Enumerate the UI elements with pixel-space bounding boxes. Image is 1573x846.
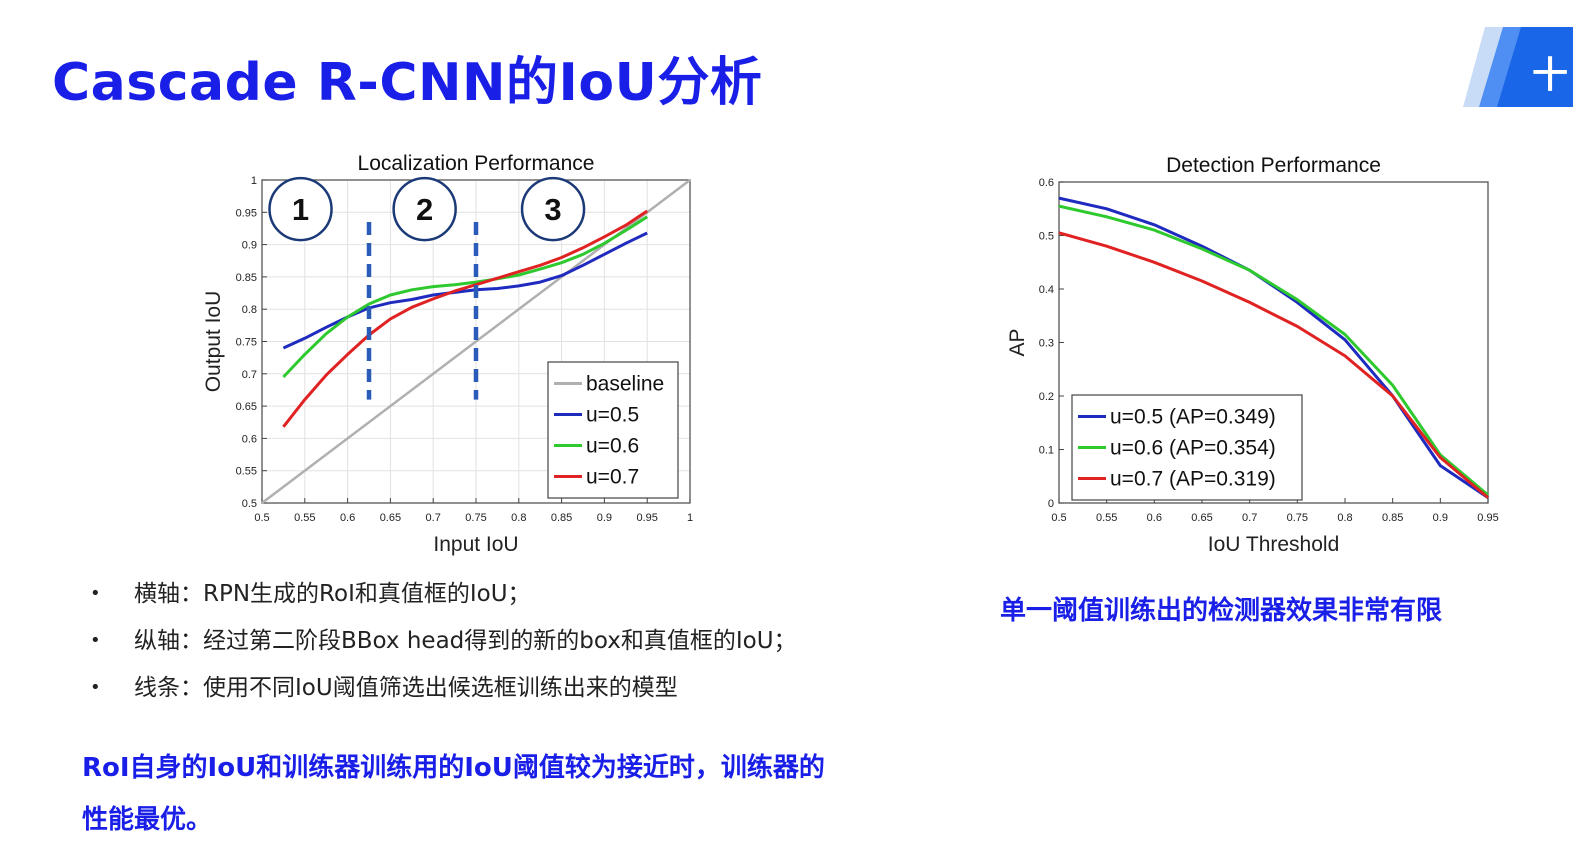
det-chart-title: Detection Performance [1166, 154, 1381, 177]
bullet-item: • 横轴：RPN生成的RoI和真值框的IoU； [90, 575, 797, 622]
det-series-line [1058, 204, 1489, 497]
loc-y-tick-label: 0.9 [242, 240, 257, 252]
loc-chart-title: Localization Performance [358, 152, 595, 175]
loc-x-tick-label: 0.6 [340, 512, 355, 524]
loc-x-tick-label: 0.85 [551, 512, 572, 524]
bullet-item: • 线条：使用不同IoU阈值筛选出候选框训练出来的模型 [90, 669, 797, 716]
loc-y-tick-label: 0.85 [236, 272, 257, 284]
bullet-list: • 横轴：RPN生成的RoI和真值框的IoU； • 纵轴：经过第二阶段BBox he… [90, 575, 797, 716]
det-y-tick-label: 0.6 [1039, 177, 1054, 189]
loc-y-tick-label: 0.75 [236, 337, 257, 349]
det-legend-box [1071, 394, 1303, 501]
det-x-tick-label: 0.5 [1051, 512, 1066, 524]
loc-region-number: 2 [416, 192, 433, 227]
logo-glyph: 十 [1532, 55, 1569, 96]
corner-logo [1463, 27, 1573, 107]
loc-series-line [282, 215, 649, 379]
det-legend-label: u=0.5 (AP=0.349) [1110, 406, 1276, 429]
loc-x-tick-label: 0.8 [511, 512, 526, 524]
detection-chart: 0.5 0.55 0.6 0.65 0.7 0.75 0.8 0.85 0.9 0.95 0 0.1 0… [1006, 154, 1499, 556]
det-y-tick-label: 0 [1048, 498, 1054, 510]
loc-x-tick-label: 0.75 [465, 512, 486, 524]
loc-x-tick-label: 0.9 [597, 512, 612, 524]
bullet-dot: • [90, 583, 101, 604]
bullet-item: • 纵轴：经过第二阶段BBox head得到的新的box和真值框的IoU； [90, 622, 797, 669]
det-y-tick-label: 0.5 [1039, 231, 1054, 243]
loc-y-tick-label: 0.8 [242, 304, 257, 316]
loc-legend-label: baseline [586, 373, 664, 396]
loc-y-tick-label: 0.6 [242, 433, 257, 445]
det-y-tick-label: 0.3 [1039, 338, 1054, 350]
loc-legend-label: u=0.6 [586, 435, 639, 458]
loc-x-tick-label: 0.65 [380, 512, 401, 524]
loc-x-tick-label: 1 [687, 512, 693, 524]
det-legend-label: u=0.7 (AP=0.319) [1110, 468, 1276, 491]
loc-region-circle [392, 176, 457, 242]
loc-x-tick-label: 0.95 [636, 512, 657, 524]
loc-region-number: 1 [292, 192, 309, 227]
loc-series-line [282, 209, 649, 428]
det-x-tick-label: 0.9 [1433, 512, 1448, 524]
loc-y-tick-label: 0.95 [236, 207, 257, 219]
loc-legend-label: u=0.7 [586, 466, 639, 489]
bullet-text-xaxis: 横轴：RPN生成的RoI和真值框的IoU； [134, 581, 531, 607]
loc-x-axis-label: Input IoU [433, 533, 518, 556]
detection-note: 单一阈值训练出的检测器效果非常有限 [1000, 596, 1443, 626]
det-x-tick-label: 0.8 [1337, 512, 1352, 524]
det-x-tick-label: 0.75 [1287, 512, 1308, 524]
loc-y-tick-label: 0.5 [242, 498, 257, 510]
det-y-axis-label: AP [1006, 328, 1029, 356]
bullet-dot: • [90, 630, 101, 651]
bullet-dot: • [90, 677, 101, 698]
conclusion-text: RoI自身的IoU和训练器训练用的IoU阈值较为接近时，训练器的性能最优。 [82, 753, 825, 835]
loc-legend-label: u=0.5 [586, 404, 639, 427]
det-legend-label: u=0.6 (AP=0.354) [1110, 437, 1276, 460]
det-x-axis-label: IoU Threshold [1208, 533, 1340, 556]
det-y-tick-label: 0.1 [1039, 445, 1054, 457]
det-y-tick-label: 0.2 [1039, 391, 1054, 403]
slide-title: Cascade R-CNN的IoU分析 [52, 53, 763, 113]
localization-chart: 0.5 0.55 0.6 0.65 0.7 0.75 0.8 0.85 0.9 0.95 1 0.5 0… [202, 152, 693, 556]
loc-region-circle [520, 176, 586, 242]
loc-x-tick-label: 0.5 [254, 512, 269, 524]
det-x-tick-label: 0.65 [1191, 512, 1212, 524]
det-x-tick-label: 0.85 [1382, 512, 1403, 524]
loc-y-tick-label: 1 [251, 175, 257, 187]
loc-region-number: 3 [544, 192, 561, 227]
det-x-tick-label: 0.55 [1096, 512, 1117, 524]
det-y-tick-label: 0.4 [1039, 284, 1054, 296]
loc-region-circle [268, 176, 333, 242]
loc-y-axis-label: Output IoU [202, 291, 225, 393]
loc-y-tick-label: 0.55 [236, 466, 257, 478]
det-x-tick-label: 0.6 [1147, 512, 1162, 524]
loc-x-tick-label: 0.7 [426, 512, 441, 524]
loc-x-tick-label: 0.55 [294, 512, 315, 524]
det-x-tick-label: 0.7 [1242, 512, 1257, 524]
det-x-tick-label: 0.95 [1477, 512, 1498, 524]
loc-y-tick-label: 0.65 [236, 401, 257, 413]
loc-y-tick-label: 0.7 [242, 369, 257, 381]
det-series-line [1058, 231, 1489, 499]
bullet-text-lines: 线条：使用不同IoU阈值筛选出候选框训练出来的模型 [134, 675, 678, 701]
bullet-text-yaxis: 纵轴：经过第二阶段BBox head得到的新的box和真值框的IoU； [134, 628, 797, 654]
